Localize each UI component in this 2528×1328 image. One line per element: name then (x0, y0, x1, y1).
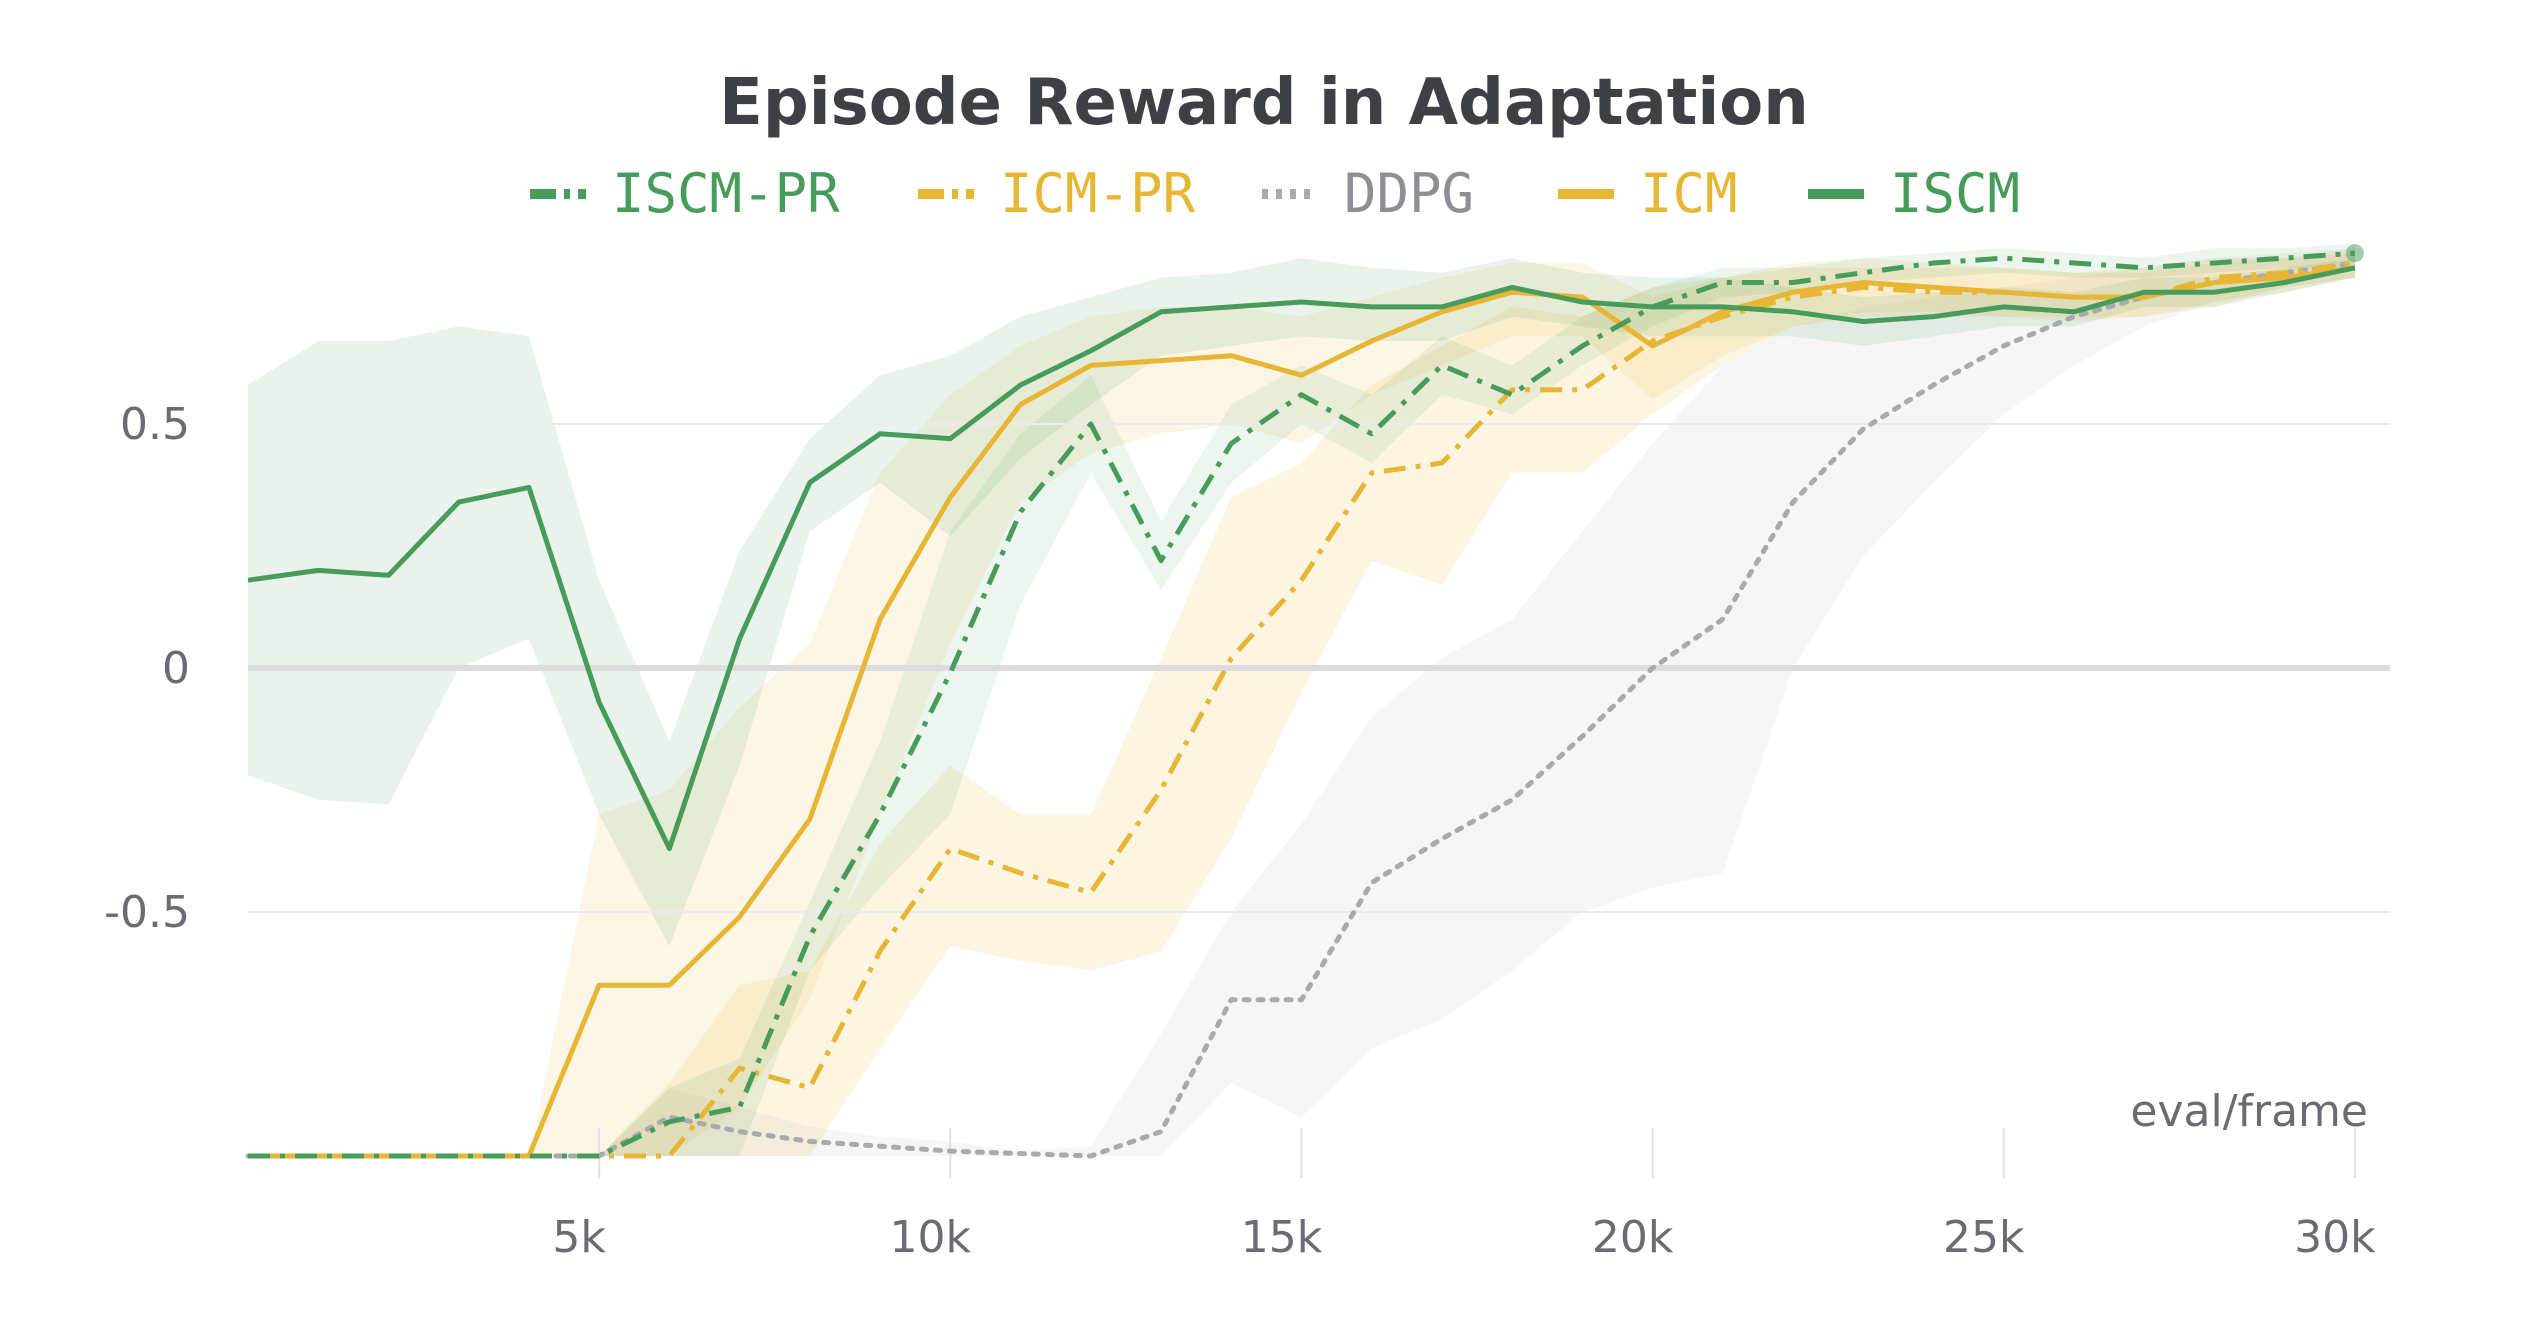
legend-label: ISCM (1890, 162, 2020, 225)
legend-item-icm-pr[interactable]: ICM-PR (918, 162, 1196, 225)
x-tick-label: 15k (1241, 1212, 1323, 1263)
y-tick-label: 0.5 (120, 399, 190, 450)
series-line-iscm[interactable] (247, 265, 2356, 852)
series-lines (245, 244, 2364, 1159)
x-axis-title: eval/frame (2130, 1086, 2368, 1137)
series-line-iscm-pr[interactable] (248, 250, 2356, 1159)
x-tick-label: 5k (552, 1212, 606, 1263)
legend-item-iscm-pr[interactable]: ISCM-PR (530, 162, 840, 225)
series-line-ddpg[interactable] (245, 260, 2358, 1159)
series-line-icm[interactable] (248, 265, 2356, 1159)
series-end-marker (2345, 244, 2364, 263)
band-ddpg (248, 248, 2355, 1157)
legend[interactable]: ISCM-PR ICM-PR DDPG ICM ISCM (530, 162, 2020, 225)
confidence-bands (248, 243, 2355, 1157)
x-tick-label: 25k (1943, 1212, 2025, 1263)
axis-ticks: -0.5 0 0.5 5k 10k 15k 20k 25k 30k (104, 399, 2376, 1263)
grid-lines (248, 423, 2390, 1178)
legend-item-ddpg[interactable]: DDPG (1262, 162, 1474, 225)
chart-title: Episode Reward in Adaptation (719, 66, 1809, 140)
legend-item-icm[interactable]: ICM (1558, 162, 1738, 225)
x-tick-label: 30k (2294, 1212, 2376, 1263)
legend-label: ICM-PR (1000, 162, 1196, 225)
band-icm (248, 253, 2355, 1156)
legend-item-iscm[interactable]: ISCM (1808, 162, 2020, 225)
y-tick-label: 0 (162, 643, 190, 694)
legend-label: DDPG (1344, 162, 1474, 225)
y-tick-label: -0.5 (104, 887, 190, 938)
legend-label: ICM (1640, 162, 1738, 225)
band-iscm (248, 258, 2355, 947)
x-tick-label: 20k (1592, 1212, 1674, 1263)
legend-label: ISCM-PR (612, 162, 840, 225)
x-tick-label: 10k (890, 1212, 972, 1263)
